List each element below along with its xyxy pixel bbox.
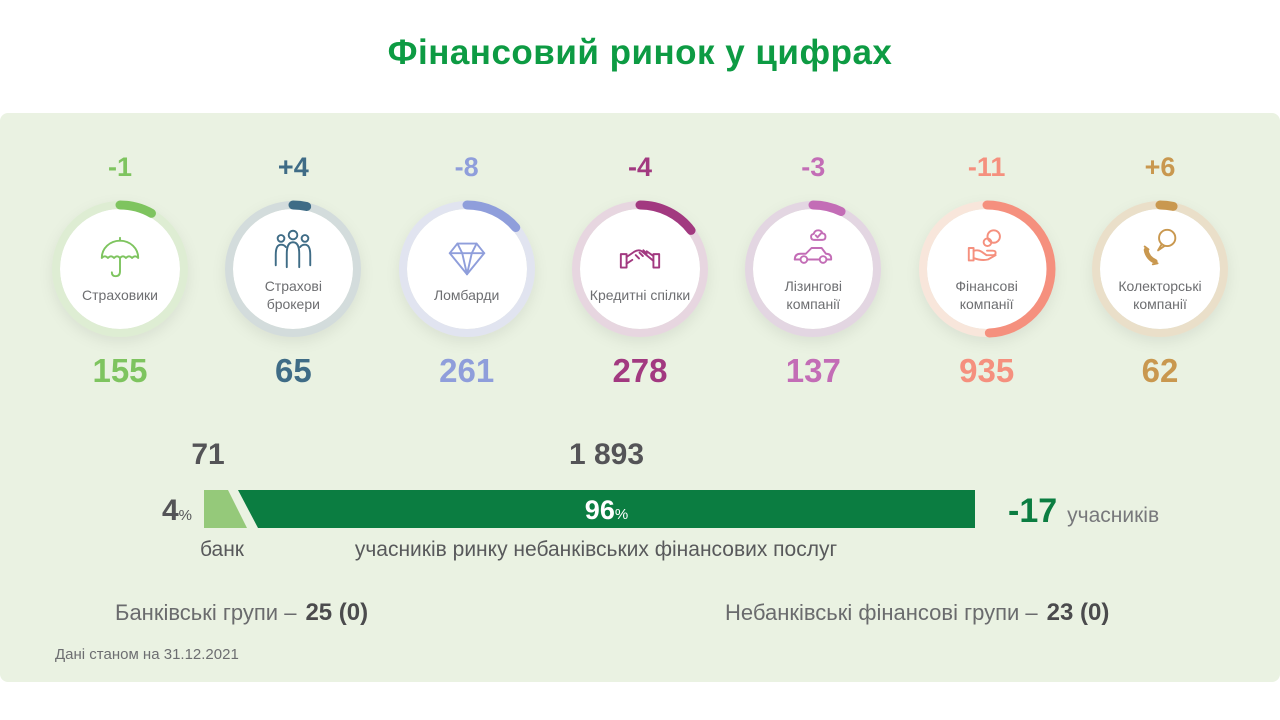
page-title: Фінансовий ринок у цифрах — [387, 33, 893, 72]
category-ring: Фінансові компанії — [917, 199, 1057, 339]
nonbank-groups-row: Небанківські фінансові групи – 23 (0) — [725, 599, 1109, 627]
category-label: Фінансові компанії — [955, 278, 1018, 312]
participants-delta-value: -17 — [1008, 492, 1058, 530]
nonbank-count: 1 893 — [568, 438, 645, 471]
category-ring: Колекторські компанії — [1090, 199, 1230, 339]
bank-groups-label: Банківські групи – — [115, 600, 297, 625]
diamond-icon — [444, 234, 490, 280]
category-value: 935 — [959, 352, 1015, 389]
category-label: Страхові брокери — [264, 278, 322, 312]
category-ring: Лізингові компанії — [743, 199, 883, 339]
category-ring: Страховики — [50, 199, 190, 339]
category-pawnshops: -8 — [391, 151, 543, 390]
category-label: Ломбарди — [433, 286, 500, 303]
bank-percent: 4% — [161, 494, 192, 527]
handshake-icon — [617, 234, 663, 280]
category-value: 278 — [612, 352, 668, 389]
category-insurers: -1 — [44, 151, 196, 390]
nonbank-percent: 96% — [584, 495, 629, 525]
participants-delta-label: учасників — [1067, 504, 1160, 527]
category-ring: Ломбарди — [397, 199, 537, 339]
nonbank-groups-label: Небанківські фінансові групи – — [725, 600, 1038, 625]
bank-bar-caption: банк — [199, 538, 244, 561]
category-delta: -4 — [627, 152, 652, 182]
umbrella-icon — [97, 234, 143, 280]
categories-row: -1 — [44, 151, 1236, 390]
category-insurance-brokers: +4 — [217, 151, 369, 390]
category-delta: +4 — [277, 152, 309, 182]
category-value: 137 — [785, 352, 841, 389]
category-financial-companies: -11 — [911, 151, 1063, 390]
category-label: Страховики — [82, 286, 158, 303]
category-credit-unions: -4 — [564, 151, 716, 390]
category-label: Кредитні спілки — [589, 286, 691, 303]
category-ring: Кредитні спілки — [570, 199, 710, 339]
bank-groups-value: 25 (0) — [305, 599, 369, 626]
bank-count: 71 — [191, 438, 225, 471]
nonbank-groups-value: 23 (0) — [1046, 599, 1110, 626]
nonbank-bar-caption: учасників ринку небанківських фінансових… — [354, 538, 838, 561]
percent-sign: % — [614, 506, 629, 523]
bank-groups-row: Банківські групи – 25 (0) — [115, 599, 368, 627]
category-value: 261 — [439, 352, 495, 389]
people-icon — [270, 225, 316, 271]
category-value: 65 — [274, 352, 312, 389]
content-panel: -1 — [0, 113, 1280, 682]
hand-coin-icon — [964, 225, 1010, 271]
category-label: Лізингові компанії — [784, 278, 843, 312]
category-delta: -11 — [967, 152, 1006, 182]
category-value: 155 — [92, 352, 148, 389]
car-check-icon — [790, 225, 836, 271]
category-value: 62 — [1141, 352, 1179, 389]
bank-bar-segment — [204, 490, 247, 528]
category-delta: -3 — [801, 152, 826, 182]
category-ring: Страхові брокери — [223, 199, 363, 339]
nonbank-bar-segment — [238, 490, 975, 528]
category-delta: +6 — [1144, 152, 1176, 182]
category-leasing-companies: -3 — [737, 151, 889, 390]
category-label: Колекторські компанії — [1118, 278, 1202, 312]
category-collection-companies: +6 — [1084, 151, 1236, 390]
participants-delta: -17 учасників — [1008, 492, 1159, 531]
category-delta: -1 — [107, 152, 132, 182]
category-delta: -8 — [454, 152, 479, 182]
percent-sign: % — [178, 507, 192, 524]
data-as-of-note: Дані станом на 31.12.2021 — [55, 646, 239, 663]
phone-chat-icon — [1137, 225, 1183, 271]
